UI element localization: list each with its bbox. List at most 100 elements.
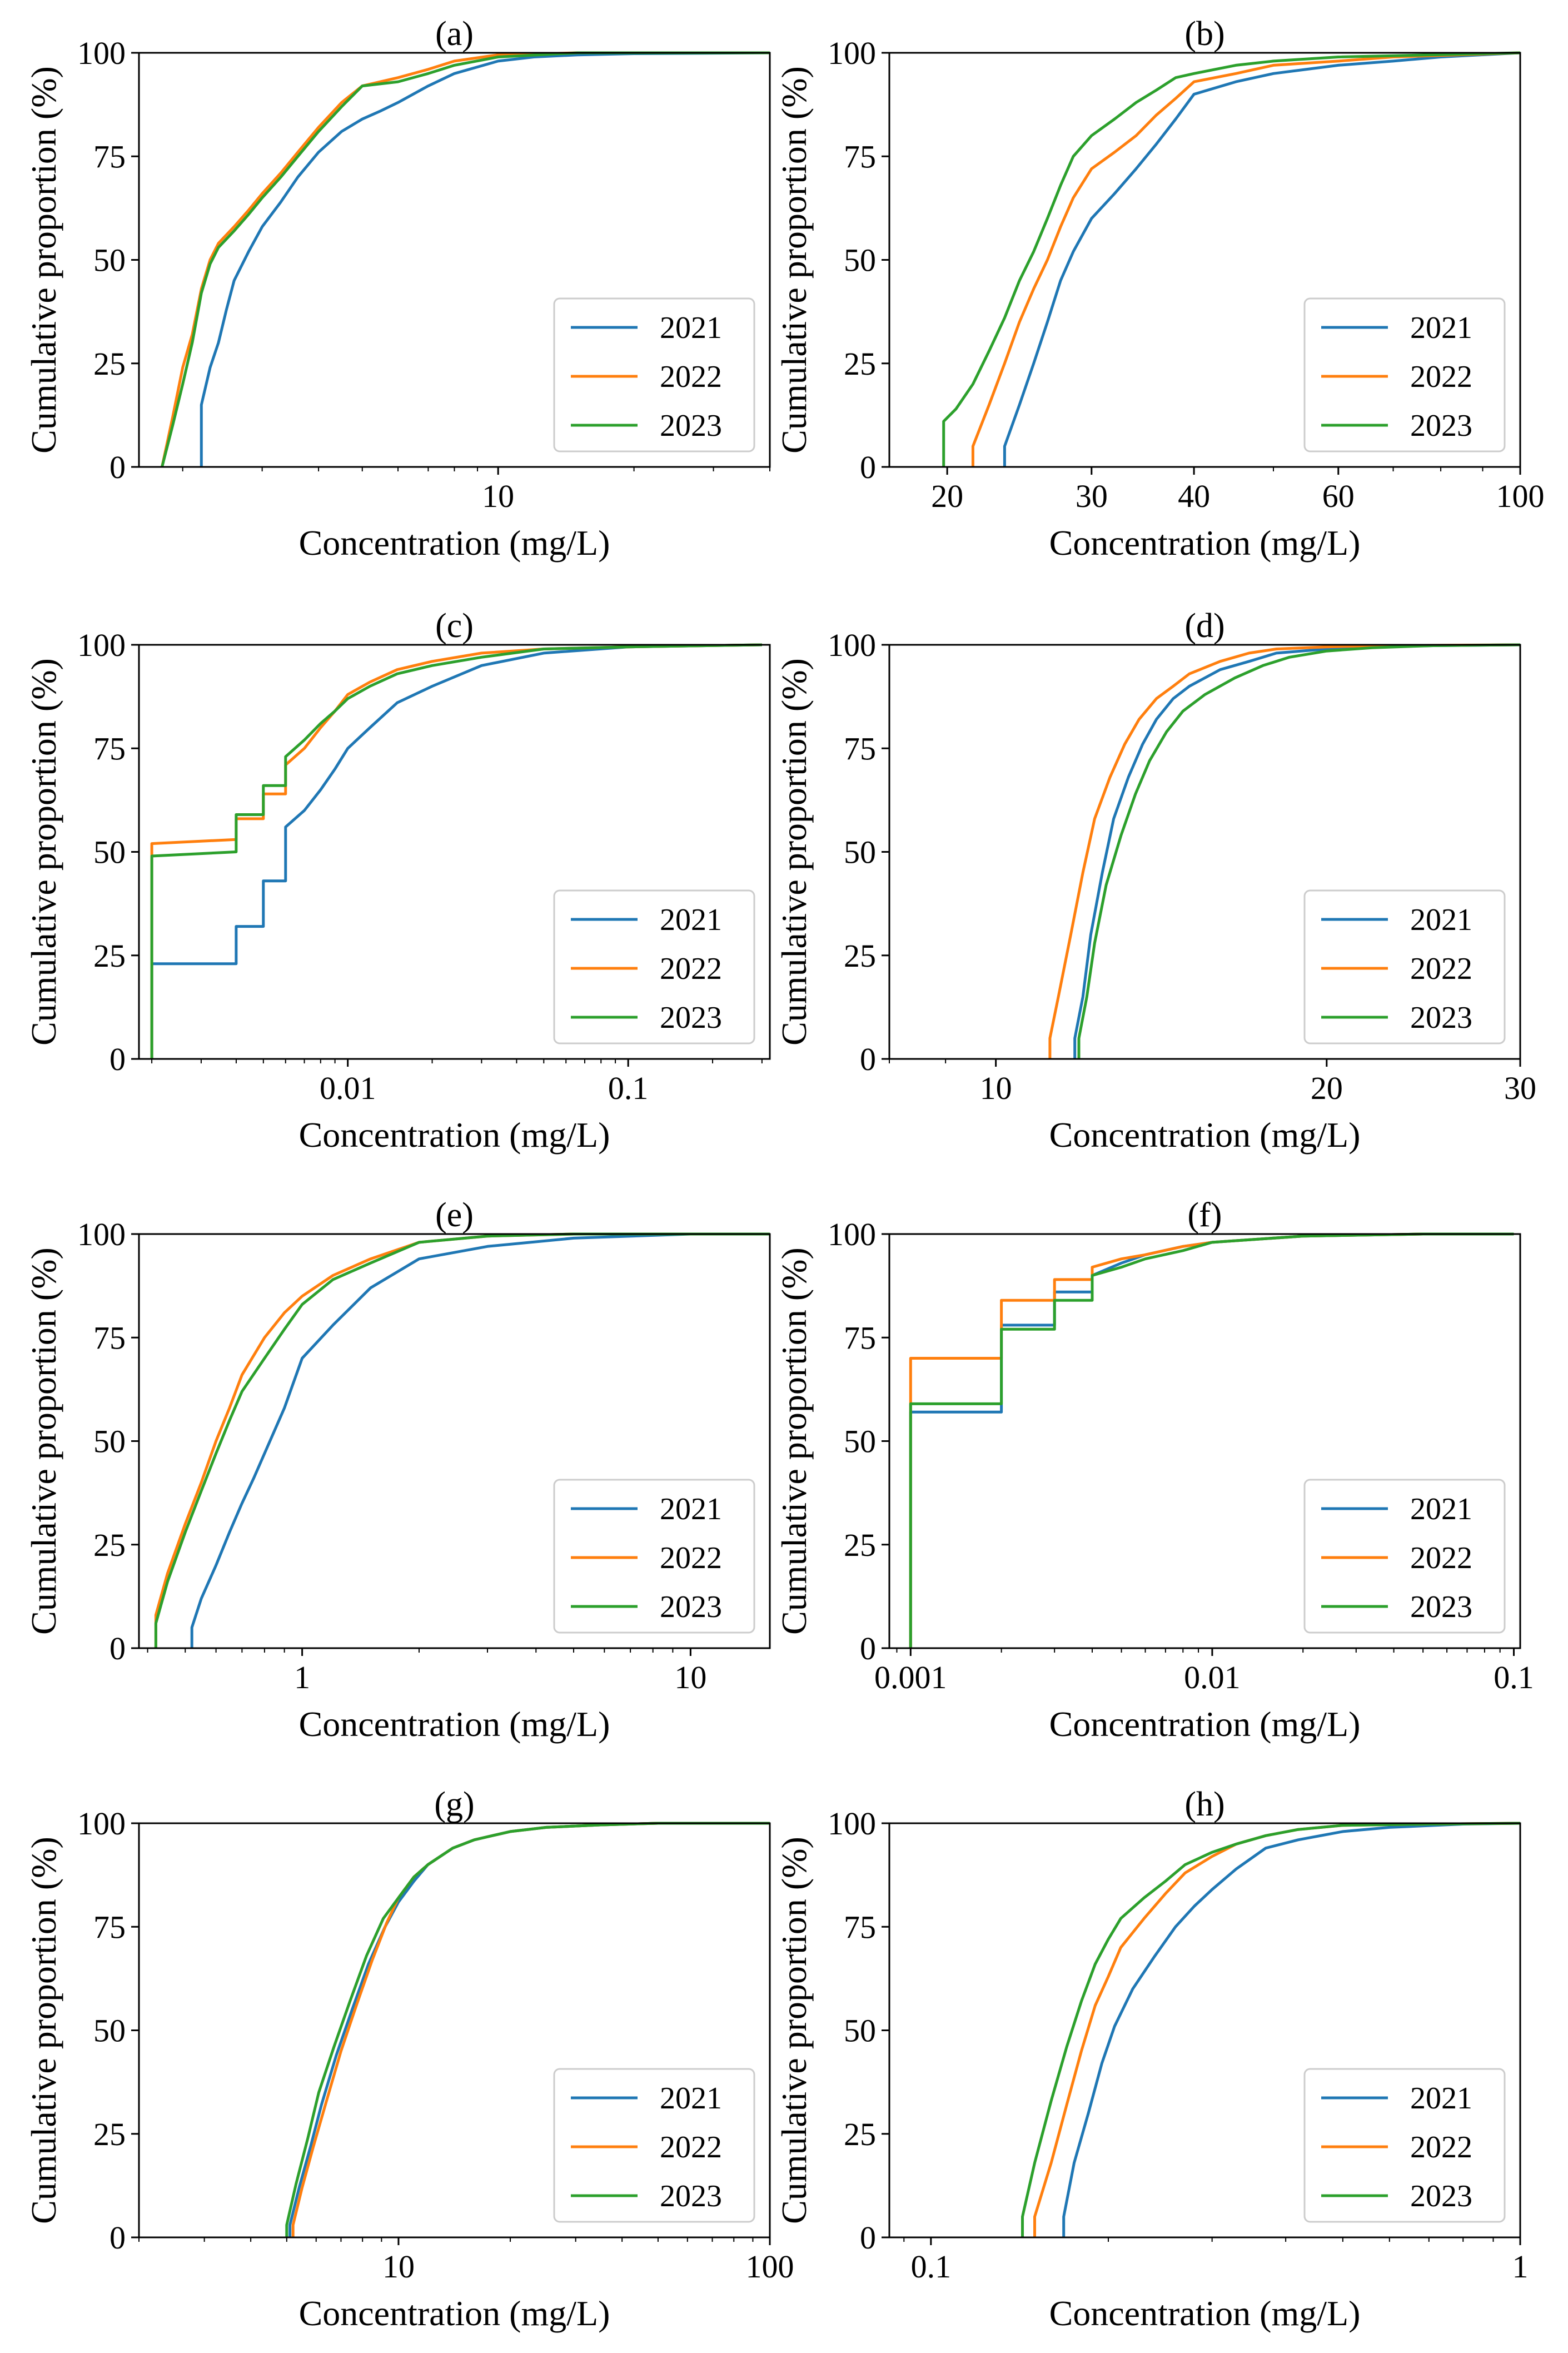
series-line-2021 bbox=[200, 51, 770, 467]
legend: 2021 2022 2023 bbox=[1303, 2068, 1506, 2223]
y-tick-label: 100 bbox=[828, 35, 876, 71]
y-tick-label: 50 bbox=[844, 1424, 876, 1460]
panel-title: (e) bbox=[435, 1196, 474, 1234]
x-tick-label: 0.1 bbox=[911, 2248, 952, 2285]
y-tick-label: 50 bbox=[93, 834, 126, 870]
y-axis-label: Cumulative proportion (%) bbox=[774, 1837, 814, 2224]
y-tick-label: 0 bbox=[860, 2220, 876, 2256]
legend: 2021 2022 2023 bbox=[553, 889, 755, 1044]
x-tick-label: 0.1 bbox=[608, 1070, 649, 1106]
y-tick-label: 50 bbox=[844, 2013, 876, 2049]
legend: 2021 2022 2023 bbox=[553, 297, 755, 452]
x-tick-label: 100 bbox=[746, 2248, 794, 2285]
chart-panel-g: 0 25 50 75 100 10 100 (g) Concentration (mg/L) Cu… bbox=[24, 1785, 794, 2333]
y-tick-label: 0 bbox=[109, 2220, 126, 2256]
legend-label-2021: 2021 bbox=[660, 311, 722, 345]
panel-title: (g) bbox=[434, 1785, 474, 1823]
series-line-2021 bbox=[1003, 51, 1521, 467]
y-axis-label: Cumulative proportion (%) bbox=[774, 658, 814, 1046]
legend-label-2023: 2023 bbox=[660, 1001, 722, 1035]
y-tick-label: 75 bbox=[844, 1320, 876, 1356]
legend-box bbox=[553, 889, 755, 1044]
y-axis-label: Cumulative proportion (%) bbox=[24, 1247, 63, 1635]
legend-label-2021: 2021 bbox=[1410, 311, 1472, 345]
y-tick-label: 25 bbox=[93, 938, 126, 974]
series-line-2023 bbox=[285, 1822, 770, 2237]
series-line-2023 bbox=[942, 51, 1521, 467]
y-tick-label: 100 bbox=[77, 35, 126, 71]
series-line-2023 bbox=[154, 1232, 770, 1648]
y-tick-label: 75 bbox=[93, 1320, 126, 1356]
legend-label-2021: 2021 bbox=[660, 1492, 722, 1526]
legend: 2021 2022 2023 bbox=[1303, 1479, 1506, 1634]
y-tick-label: 50 bbox=[93, 1424, 126, 1460]
series-line-2023 bbox=[150, 643, 762, 1059]
y-tick-label: 25 bbox=[93, 1527, 126, 1563]
x-tick-label: 10 bbox=[382, 2248, 415, 2285]
legend-box bbox=[1303, 1479, 1506, 1634]
legend: 2021 2022 2023 bbox=[1303, 889, 1506, 1044]
y-tick-label: 100 bbox=[77, 627, 126, 663]
y-tick-label: 0 bbox=[109, 1630, 126, 1666]
series-line-2023 bbox=[161, 51, 770, 467]
y-tick-label: 25 bbox=[844, 2116, 876, 2152]
legend-label-2022: 2022 bbox=[660, 952, 722, 986]
chart-panel-f: 0 25 50 75 100 0.001 0.01 0.1 (f) Concentration (… bbox=[774, 1196, 1534, 1744]
x-tick-label: 0.001 bbox=[874, 1659, 947, 1695]
y-tick-label: 0 bbox=[109, 449, 126, 485]
series-line-2023 bbox=[909, 1232, 1514, 1648]
x-tick-label: 10 bbox=[482, 478, 514, 514]
series-line-2023 bbox=[1021, 1822, 1521, 2237]
legend-box bbox=[553, 1479, 755, 1634]
legend-box bbox=[1303, 2068, 1506, 2223]
x-tick-label: 0.01 bbox=[320, 1070, 376, 1106]
x-tick-label: 1 bbox=[1512, 2248, 1529, 2285]
x-tick-label: 1 bbox=[294, 1659, 310, 1695]
x-axis-label: Concentration (mg/L) bbox=[1049, 2294, 1361, 2333]
x-axis-label: Concentration (mg/L) bbox=[299, 1115, 610, 1155]
legend-label-2023: 2023 bbox=[660, 409, 722, 443]
legend-label-2023: 2023 bbox=[660, 1590, 722, 1624]
legend-box bbox=[553, 297, 755, 452]
x-tick-label: 10 bbox=[674, 1659, 706, 1695]
y-axis-label: Cumulative proportion (%) bbox=[24, 658, 63, 1046]
legend: 2021 2022 2023 bbox=[553, 2068, 755, 2223]
x-tick-label: 30 bbox=[1076, 478, 1108, 514]
legend-label-2023: 2023 bbox=[1410, 2179, 1472, 2213]
x-axis-label: Concentration (mg/L) bbox=[1049, 1115, 1361, 1155]
y-axis-label: Cumulative proportion (%) bbox=[24, 1837, 63, 2224]
chart-panel-a: 0 25 50 75 100 10 (a) Concentration (mg/L) Cumul… bbox=[24, 15, 771, 563]
x-tick-label: 20 bbox=[1311, 1070, 1343, 1106]
y-tick-label: 75 bbox=[844, 1909, 876, 1945]
y-tick-label: 25 bbox=[844, 346, 876, 382]
y-tick-label: 75 bbox=[844, 730, 876, 767]
legend-label-2023: 2023 bbox=[1410, 409, 1472, 443]
x-tick-label: 20 bbox=[931, 478, 963, 514]
y-tick-label: 50 bbox=[844, 242, 876, 278]
y-tick-label: 25 bbox=[844, 938, 876, 974]
x-axis-label: Concentration (mg/L) bbox=[299, 1704, 610, 1744]
x-tick-label: 10 bbox=[980, 1070, 1012, 1106]
panel-title: (h) bbox=[1184, 1785, 1224, 1823]
y-tick-label: 50 bbox=[844, 834, 876, 870]
y-tick-label: 75 bbox=[844, 138, 876, 175]
x-tick-label: 0.1 bbox=[1494, 1659, 1534, 1695]
y-tick-label: 25 bbox=[93, 2116, 126, 2152]
panel-title: (b) bbox=[1184, 15, 1224, 53]
y-tick-label: 0 bbox=[109, 1041, 126, 1077]
chart-panel-c: 0 25 50 75 100 0.01 0.1 (c) Concentration (mg/L)… bbox=[24, 607, 771, 1155]
legend-label-2022: 2022 bbox=[1410, 952, 1472, 986]
legend-label-2023: 2023 bbox=[1410, 1590, 1472, 1624]
y-tick-label: 75 bbox=[93, 730, 126, 767]
legend-label-2021: 2021 bbox=[1410, 1492, 1472, 1526]
legend-label-2022: 2022 bbox=[660, 360, 722, 394]
legend-label-2022: 2022 bbox=[1410, 1541, 1472, 1575]
y-axis-label: Cumulative proportion (%) bbox=[774, 1247, 814, 1635]
y-tick-label: 100 bbox=[828, 1216, 876, 1252]
y-axis-label: Cumulative proportion (%) bbox=[24, 66, 63, 454]
y-tick-label: 0 bbox=[860, 1041, 876, 1077]
legend-label-2021: 2021 bbox=[660, 903, 722, 937]
y-tick-label: 0 bbox=[860, 449, 876, 485]
x-tick-label: 40 bbox=[1178, 478, 1210, 514]
series-line-2021 bbox=[190, 1232, 770, 1648]
